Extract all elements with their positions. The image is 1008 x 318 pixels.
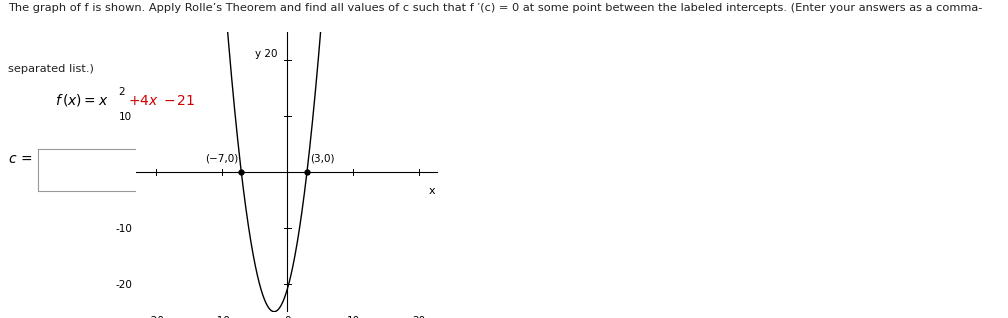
Text: x: x [428,186,435,196]
Text: $-\,21$: $-\,21$ [163,94,196,108]
Text: $+ 4x$: $+ 4x$ [128,94,159,108]
Text: $2$: $2$ [118,86,125,97]
Text: $f\,(x) = x$: $f\,(x) = x$ [55,93,109,108]
Text: (−7,0): (−7,0) [205,153,238,163]
Text: y 20: y 20 [255,49,277,59]
Text: $c\,=$: $c\,=$ [8,152,33,166]
Text: (3,0): (3,0) [310,153,335,163]
Text: The graph of f is shown. Apply Rolle’s Theorem and find all values of c such tha: The graph of f is shown. Apply Rolle’s T… [8,3,983,13]
Text: separated list.): separated list.) [8,64,94,73]
